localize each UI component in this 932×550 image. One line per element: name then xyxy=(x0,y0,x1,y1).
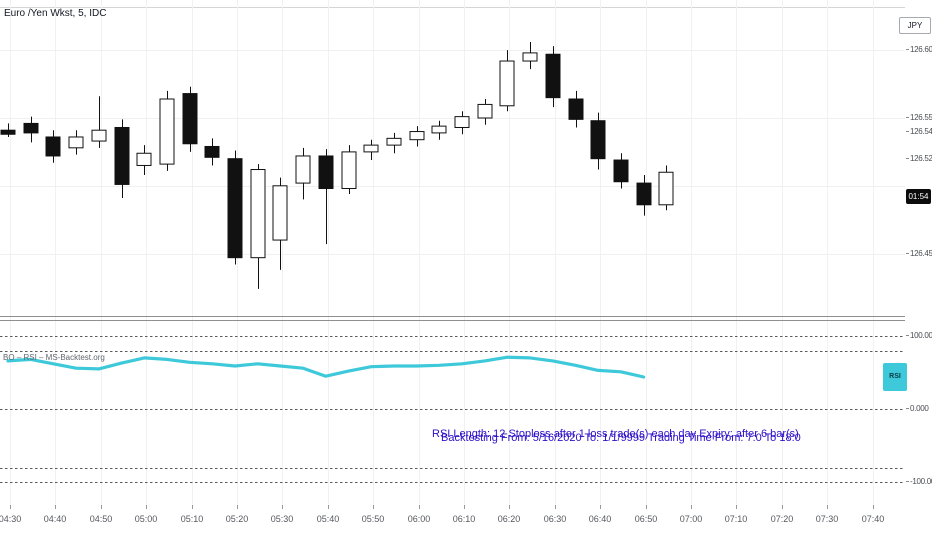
time-axis-label: 06:30 xyxy=(543,514,567,524)
chart-canvas[interactable] xyxy=(0,0,905,505)
candle-body-06:05 xyxy=(431,125,447,134)
time-tick xyxy=(782,505,783,509)
time-axis-label: 07:30 xyxy=(815,514,839,524)
time-tick xyxy=(55,505,56,509)
time-axis-label: 07:00 xyxy=(679,514,703,524)
candle-body-04:50 xyxy=(91,129,107,142)
time-tick xyxy=(237,505,238,509)
pane-separator-bottom[interactable] xyxy=(0,320,932,321)
time-tick xyxy=(328,505,329,509)
candle-body-04:30 xyxy=(0,129,16,135)
price-axis-label: 126.520 xyxy=(906,153,932,164)
candle-body-06:15 xyxy=(477,103,493,119)
price-axis-label: 126.450 xyxy=(906,248,932,259)
time-axis-label: 05:30 xyxy=(270,514,294,524)
candle-body-05:40 xyxy=(318,155,334,190)
rsi-axis-label: 100.000 xyxy=(906,330,932,341)
candle-body-05:35 xyxy=(295,155,311,184)
time-tick xyxy=(736,505,737,509)
candle-body-06:55 xyxy=(658,171,674,206)
time-axis-label: 07:40 xyxy=(861,514,885,524)
time-tick xyxy=(192,505,193,509)
time-tick xyxy=(10,505,11,509)
time-tick xyxy=(464,505,465,509)
time-tick xyxy=(282,505,283,509)
time-axis-label: 05:10 xyxy=(180,514,204,524)
price-axis-label: 126.540 xyxy=(906,126,932,137)
candle-body-06:10 xyxy=(454,116,470,128)
price-axis-label: 126.600 xyxy=(906,44,932,55)
candle-body-04:40 xyxy=(45,136,61,157)
time-tick xyxy=(373,505,374,509)
time-axis-label: 06:40 xyxy=(588,514,612,524)
price-axis[interactable]: 126.600 126.550 126.540 126.520 01:54 126.450… xyxy=(905,0,932,550)
candle-body-05:50 xyxy=(363,144,379,153)
time-axis-label: 07:10 xyxy=(724,514,748,524)
candle-body-06:35 xyxy=(568,98,584,120)
time-tick xyxy=(509,505,510,509)
backtest-settings-text-1: RSI Length: 12 Stoploss after 1 loss tra… xyxy=(432,428,799,440)
pane-separator-top[interactable] xyxy=(0,316,932,317)
candle-body-05:30 xyxy=(272,185,288,241)
candle-body-04:45 xyxy=(68,136,84,149)
time-tick xyxy=(555,505,556,509)
candle-body-05:00 xyxy=(136,152,152,166)
candle-body-06:30 xyxy=(545,53,561,99)
top-border-line xyxy=(0,7,932,8)
bar-countdown-label: 01:54 xyxy=(906,188,931,204)
rsi-line xyxy=(6,355,646,379)
candle-body-05:05 xyxy=(159,98,175,165)
candle-body-05:45 xyxy=(341,151,357,190)
indicator-title: BO – RSI – MS-Backtest.org xyxy=(3,353,105,362)
time-axis-label: 06:10 xyxy=(452,514,476,524)
time-tick xyxy=(873,505,874,509)
time-tick xyxy=(419,505,420,509)
time-axis-label: 04:40 xyxy=(43,514,67,524)
time-axis-label: 04:30 xyxy=(0,514,22,524)
price-axis-label: 126.550 xyxy=(906,112,932,123)
time-tick xyxy=(600,505,601,509)
time-axis-label: 04:50 xyxy=(89,514,113,524)
time-axis-label: 05:40 xyxy=(316,514,340,524)
time-axis-label: 05:50 xyxy=(361,514,385,524)
candle-body-04:55 xyxy=(114,126,130,185)
time-tick xyxy=(101,505,102,509)
backtest-settings-text-2: Backtesting From: 5/16/2020 To: 1/1/9999… xyxy=(441,432,801,444)
time-tick xyxy=(691,505,692,509)
candle-body-06:25 xyxy=(522,52,538,62)
candle-body-05:20 xyxy=(227,158,243,259)
candle-body-06:20 xyxy=(499,60,515,107)
symbol-title: Euro /Yen Wkst, 5, IDC xyxy=(4,8,107,19)
candle-body-06:00 xyxy=(409,131,425,141)
rsi-value-tag: RSI xyxy=(883,362,907,391)
time-axis-label: 05:20 xyxy=(225,514,249,524)
rsi-axis-label: 0.000 xyxy=(906,403,929,414)
time-axis-label: 07:20 xyxy=(770,514,794,524)
time-axis-label: 06:50 xyxy=(634,514,658,524)
rsi-axis-label: -100.000 xyxy=(906,476,932,487)
candle-body-05:10 xyxy=(182,93,198,145)
time-tick xyxy=(646,505,647,509)
time-axis-label: 06:20 xyxy=(497,514,521,524)
time-tick xyxy=(827,505,828,509)
candle-body-05:15 xyxy=(204,145,220,158)
candle-body-06:45 xyxy=(613,159,629,183)
time-tick xyxy=(146,505,147,509)
currency-button[interactable]: JPY xyxy=(899,17,931,34)
candle-body-05:25 xyxy=(250,169,266,259)
candle-body-04:35 xyxy=(23,122,39,134)
candle-body-06:50 xyxy=(636,182,652,206)
time-axis-label: 05:00 xyxy=(134,514,158,524)
candle-body-06:40 xyxy=(590,120,606,160)
time-axis[interactable]: 04:30 04:40 04:50 05:00 05:10 05:20 05:30 05:40… xyxy=(0,505,905,550)
time-axis-label: 06:00 xyxy=(407,514,431,524)
candle-body-05:55 xyxy=(386,137,402,146)
